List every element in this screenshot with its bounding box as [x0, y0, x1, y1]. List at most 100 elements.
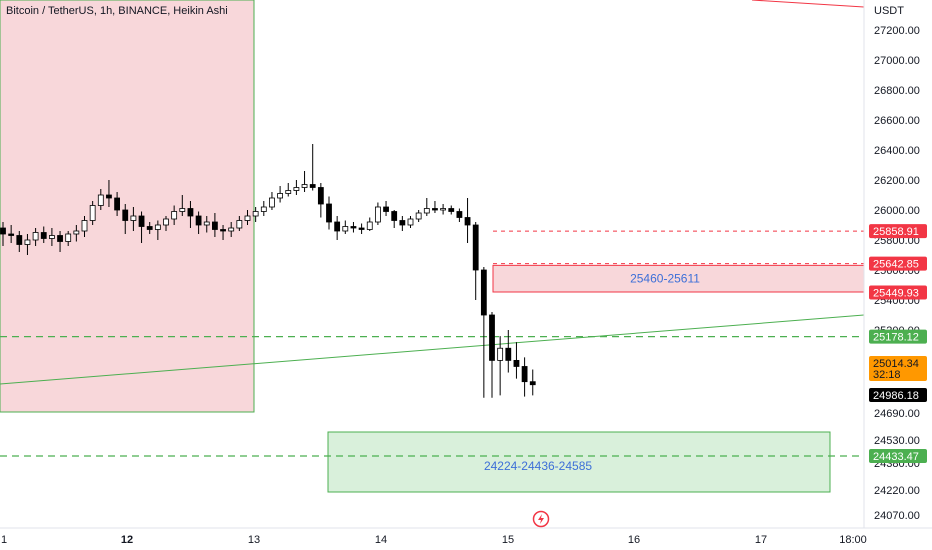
candle-body — [171, 211, 178, 220]
y-tick-label: 26600.00 — [874, 115, 920, 127]
y-tick-label: 26800.00 — [874, 85, 920, 97]
red-trend-line[interactable] — [751, 0, 865, 8]
session-highlight-box — [0, 0, 255, 413]
candle-body — [195, 215, 202, 226]
candle — [114, 192, 120, 216]
candle — [456, 208, 463, 222]
candle — [293, 180, 300, 195]
candle — [146, 222, 153, 234]
zone-layer: 25460-25611 24224-24436-24585 — [0, 0, 865, 493]
candle — [32, 228, 39, 246]
candle-body — [423, 208, 430, 214]
price-tag[interactable] — [869, 285, 927, 300]
candle-body — [366, 221, 373, 230]
candle — [228, 222, 235, 237]
candle — [171, 205, 178, 225]
x-tick-label: 18:00 — [839, 534, 867, 546]
candle-body — [269, 197, 275, 208]
candle — [211, 213, 218, 237]
level-line-layer — [0, 0, 865, 457]
price-axis[interactable]: USDT 27200.00 27000.00 26800.00 26600.00 2640… — [863, 0, 932, 550]
price-tag[interactable] — [869, 224, 927, 239]
candle — [130, 207, 137, 231]
candle-body — [228, 227, 235, 232]
price-tag-label: 25178.12 — [873, 332, 919, 344]
price-tag[interactable] — [869, 388, 927, 402]
candle-body — [285, 190, 292, 194]
resistance-zone[interactable] — [492, 264, 865, 293]
candle-body — [415, 212, 422, 220]
candle — [489, 312, 495, 398]
candle — [432, 201, 438, 213]
candle — [57, 231, 63, 252]
candle-body — [497, 347, 504, 361]
candle — [497, 336, 504, 396]
candle-body — [399, 220, 406, 226]
candle-body — [432, 208, 438, 211]
last-price-tag[interactable] — [869, 356, 927, 381]
candle-body — [309, 184, 316, 188]
candle — [529, 369, 536, 396]
candle-body — [317, 187, 324, 205]
candle — [236, 216, 243, 231]
candle — [317, 183, 324, 218]
candle — [326, 196, 332, 230]
candle-body — [407, 218, 414, 226]
candle — [260, 201, 267, 216]
price-tag-label: 24986.18 — [873, 390, 919, 402]
y-tick-label: 24530.00 — [874, 435, 920, 447]
candle — [252, 207, 259, 222]
candle-body — [0, 227, 6, 235]
candle-body — [187, 208, 194, 217]
x-tick-label: 12 — [121, 534, 133, 546]
candle — [423, 198, 430, 216]
price-tag-label: 25858.91 — [873, 226, 919, 238]
candle-body — [114, 197, 120, 211]
candle — [16, 231, 23, 252]
candle-body — [440, 208, 447, 211]
candle — [521, 357, 528, 397]
time-axis[interactable]: 1 12 13 14 15 16 17 18:00 — [0, 527, 932, 550]
candle — [342, 220, 349, 234]
support-zone-label: 24224-24436-24585 — [484, 459, 592, 473]
candle-body — [301, 184, 308, 188]
candle-body — [456, 211, 463, 218]
currency-label: USDT — [874, 5, 904, 17]
price-tag-label: 25449.93 — [873, 288, 919, 300]
candle-body — [106, 194, 112, 199]
candle-body — [334, 221, 341, 232]
candle — [513, 342, 520, 379]
y-tick-label: 24220.00 — [874, 485, 920, 497]
time-axis-bg — [0, 528, 932, 550]
candle-body — [513, 359, 520, 367]
candle — [391, 210, 398, 228]
x-tick-label: 14 — [375, 534, 387, 546]
candle-body — [57, 235, 63, 242]
price-tag[interactable] — [869, 256, 927, 271]
candle-body — [521, 366, 528, 383]
candle — [374, 202, 381, 225]
candle — [154, 220, 161, 240]
candle — [187, 201, 194, 228]
candle-body — [179, 208, 186, 212]
price-tag[interactable] — [869, 449, 927, 463]
candle — [97, 189, 104, 210]
chart-title: Bitcoin / TetherUS, 1h, BINANCE, Heikin … — [6, 5, 228, 17]
candle — [195, 211, 202, 234]
y-tick-label: 24070.00 — [874, 510, 920, 522]
candle — [24, 234, 31, 255]
candle-body — [374, 206, 381, 223]
candle-body — [211, 221, 218, 230]
candle-body — [350, 226, 357, 229]
candle — [163, 216, 169, 231]
candle-body — [252, 211, 259, 217]
candle-body — [24, 239, 31, 245]
support-zone[interactable] — [327, 431, 831, 493]
candle-body — [65, 233, 72, 242]
candle — [472, 222, 479, 300]
tradingview-logo-icon[interactable] — [532, 510, 550, 528]
green-trend-line[interactable] — [0, 314, 865, 385]
price-tag[interactable] — [869, 329, 927, 344]
candle-body — [49, 235, 55, 239]
